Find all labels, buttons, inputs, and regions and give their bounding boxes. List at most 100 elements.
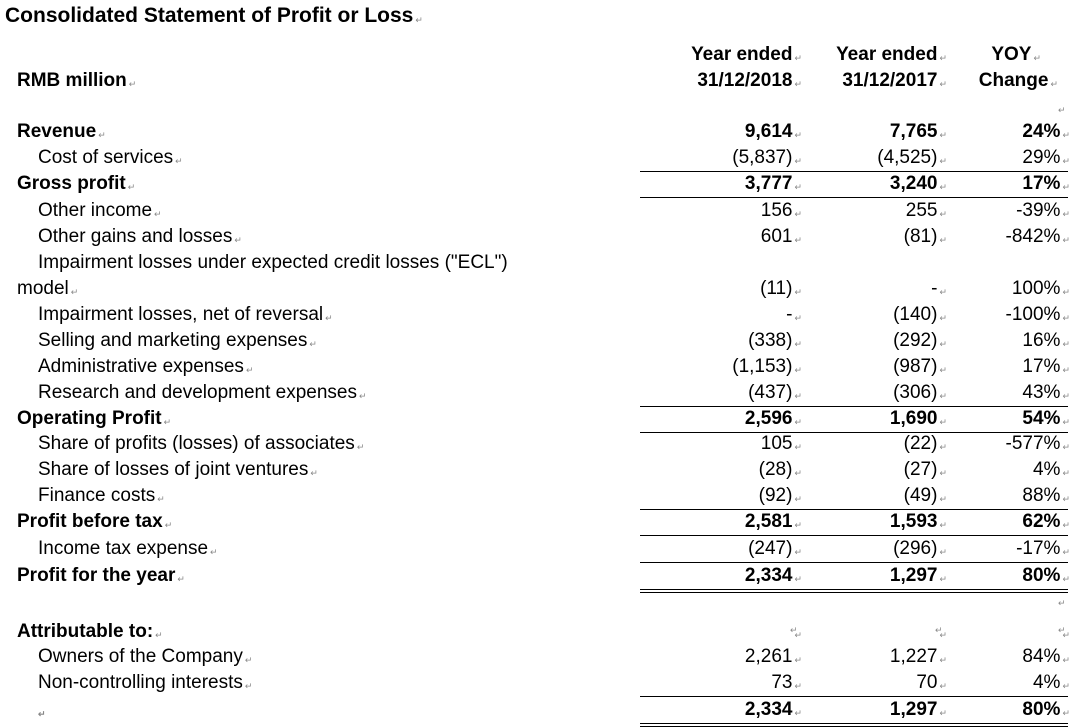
- yoy-change: -39%: [1016, 198, 1070, 227]
- value-2017: (296): [893, 536, 947, 565]
- value-2017: (81): [904, 224, 947, 253]
- row-label: Share of losses of joint ventures: [38, 457, 318, 486]
- value-2018: 73: [771, 670, 802, 699]
- underline: [640, 509, 1068, 510]
- double-underline: [640, 589, 1068, 593]
- yoy-change: 24%: [1022, 119, 1070, 148]
- underline: [640, 696, 1068, 697]
- underline: [640, 432, 1068, 433]
- value-2017: (140): [893, 302, 947, 331]
- value-2018: (1,153): [732, 354, 802, 383]
- table-row: Gross profit 3,777 3,240 17%: [0, 171, 1073, 197]
- value-2018: (338): [748, 328, 802, 357]
- value-2017: 1,297: [890, 697, 947, 726]
- table-row: Selling and marketing expenses (338) (292)…: [0, 328, 1073, 354]
- table-row: Share of losses of joint ventures (28) (27…: [0, 457, 1073, 483]
- value-2018: 3,777: [745, 171, 802, 200]
- value-2018: (11): [760, 276, 802, 305]
- row-label: Profit for the year: [17, 563, 185, 592]
- table-row: Other gains and losses 601 (81) -842%: [0, 224, 1073, 250]
- row-label: Research and development expenses: [38, 380, 367, 409]
- row-label: Impairment losses, net of reversal: [38, 302, 333, 331]
- table-row: Impairment losses, net of reversal - (140)…: [0, 302, 1073, 328]
- table-row: Income tax expense (247) (296) -17%: [0, 536, 1073, 562]
- table-row: Finance costs (92) (49) 88%: [0, 483, 1073, 509]
- row-label: Gross profit: [17, 171, 135, 200]
- value-2018: 2,596: [745, 406, 802, 435]
- value-2017: (306): [893, 380, 947, 409]
- table-row: Share of profits (losses) of associates 1…: [0, 431, 1073, 457]
- value-2017: (22): [904, 431, 947, 460]
- yoy-change: -100%: [1006, 302, 1070, 331]
- yoy-change: 54%: [1022, 406, 1070, 435]
- value-2017: (292): [893, 328, 947, 357]
- row-label: Other income: [38, 198, 162, 227]
- value-2017: 1,690: [890, 406, 947, 435]
- value-2018: 2,261: [745, 644, 802, 673]
- table-row: Attributable to:: [0, 619, 1073, 645]
- table-row: model Impairment losses under expected cr…: [0, 252, 1073, 305]
- value-2018: 105: [761, 431, 802, 460]
- value-2017: 1,227: [890, 644, 947, 673]
- value-2018: 2,581: [745, 509, 802, 538]
- statement-title: Consolidated Statement of Profit or Loss: [5, 4, 423, 28]
- row-label: Income tax expense: [38, 536, 218, 565]
- underline: [640, 562, 1068, 563]
- table-row: Owners of the Company 2,261 1,227 84%: [0, 644, 1073, 670]
- value-2018: (5,837): [732, 145, 802, 174]
- yoy-change: 100%: [1012, 276, 1070, 305]
- col2-header-line1: Year ended: [836, 42, 947, 71]
- value-2018: (92): [759, 483, 802, 512]
- value-2017: 1,297: [890, 563, 947, 592]
- table-row: Operating Profit 2,596 1,690 54%: [0, 406, 1073, 432]
- paragraph-mark: ↵: [935, 625, 943, 635]
- underline: [640, 535, 1068, 536]
- value-2018: (437): [748, 380, 802, 409]
- value-2017: -: [931, 276, 947, 305]
- yoy-change: -17%: [1016, 536, 1070, 565]
- row-label: Owners of the Company: [38, 644, 252, 673]
- value-2018: 156: [761, 198, 802, 227]
- row-label: Administrative expenses: [38, 354, 253, 383]
- yoy-change: 80%: [1022, 563, 1070, 592]
- value-2017: (49): [904, 483, 947, 512]
- yoy-change: 17%: [1022, 171, 1070, 200]
- row-label: Cost of services: [38, 145, 183, 174]
- value-2018: 601: [761, 224, 802, 253]
- row-label-continued: model: [17, 276, 78, 305]
- unit-label: RMB million: [17, 68, 136, 97]
- yoy-change: -577%: [1006, 431, 1070, 460]
- row-label: Selling and marketing expenses: [38, 328, 317, 357]
- table-row: ↵ 2,334 1,297 80%: [0, 697, 1073, 723]
- yoy-change: 62%: [1022, 509, 1070, 538]
- value-2017: 70: [916, 670, 947, 699]
- yoy-change: 43%: [1022, 380, 1070, 409]
- paragraph-mark: ↵: [1058, 598, 1066, 608]
- row-label: Attributable to:: [17, 619, 163, 648]
- yoy-change: 16%: [1022, 328, 1070, 357]
- paragraph-mark: ↵: [1058, 625, 1066, 635]
- yoy-change: 80%: [1022, 697, 1070, 726]
- yoy-change: 4%: [1033, 670, 1070, 699]
- paragraph-mark: ↵: [1058, 105, 1066, 115]
- yoy-change: -842%: [1006, 224, 1070, 253]
- table-row: Research and development expenses (437) (3…: [0, 380, 1073, 406]
- row-label: Profit before tax: [17, 509, 172, 538]
- row-label: Revenue: [17, 119, 106, 148]
- table-row: Profit for the year 2,334 1,297 80%: [0, 563, 1073, 589]
- value-2018: -: [786, 302, 802, 331]
- col2-header-line2: 31/12/2017: [842, 68, 947, 97]
- value-2018: 9,614: [745, 119, 802, 148]
- underline: [640, 197, 1068, 198]
- table-row: Profit before tax 2,581 1,593 62%: [0, 509, 1073, 535]
- row-label: Impairment losses under expected credit …: [38, 252, 508, 273]
- table-row: Cost of services (5,837) (4,525) 29%: [0, 145, 1073, 171]
- yoy-change: 88%: [1022, 483, 1070, 512]
- underline: [640, 406, 1068, 407]
- double-underline: [640, 723, 1068, 727]
- row-label: Non-controlling interests: [38, 670, 252, 699]
- value-2017: (987): [893, 354, 947, 383]
- table-row: Non-controlling interests 73 70 4%: [0, 670, 1073, 696]
- value-2018: 2,334: [745, 563, 802, 592]
- value-2017: 1,593: [890, 509, 947, 538]
